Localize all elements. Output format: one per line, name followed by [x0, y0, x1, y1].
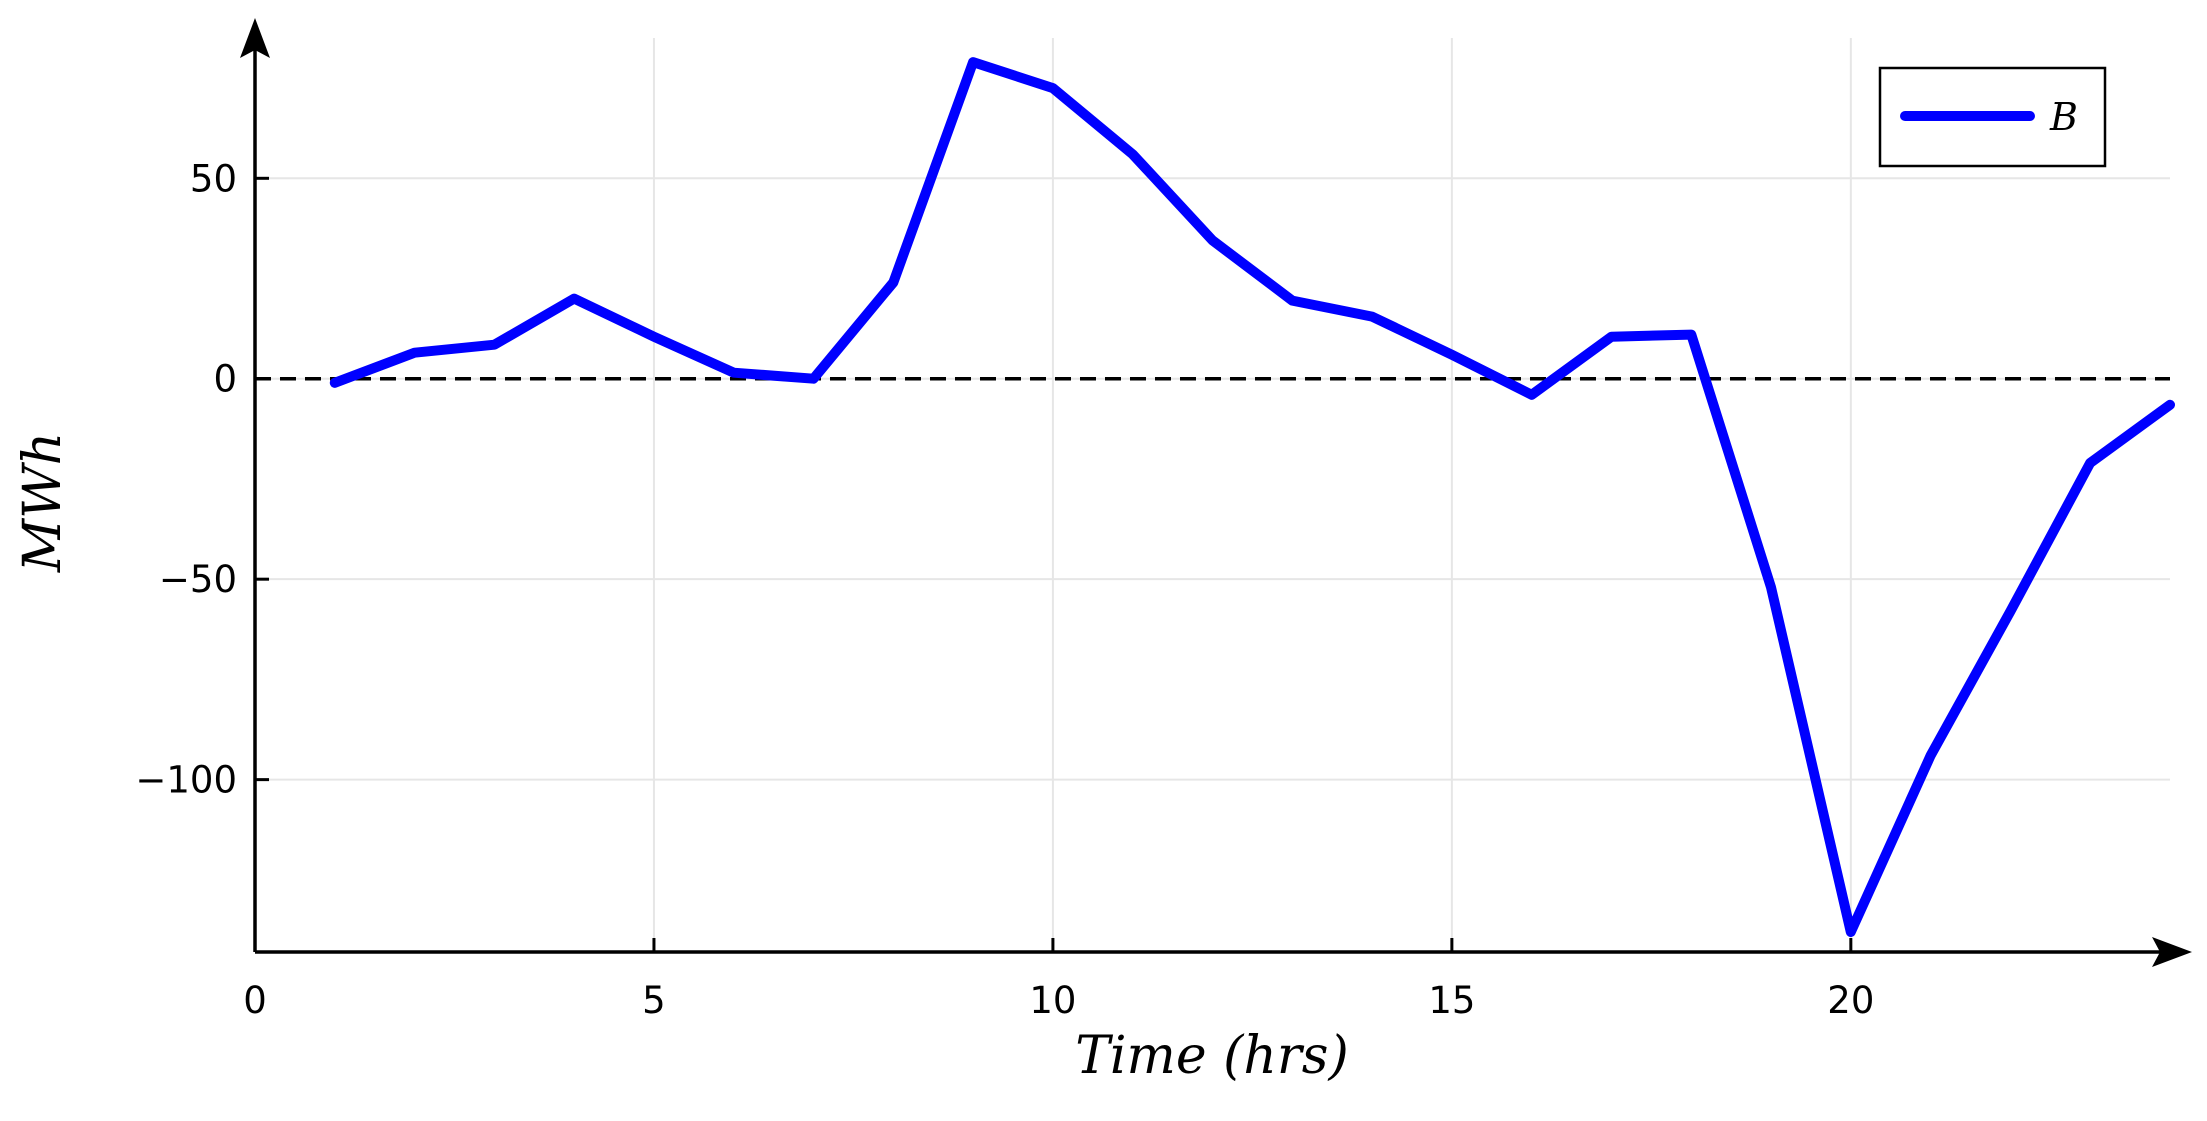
data-point: [892, 282, 894, 284]
tick-labels: 0 5 10 15 20 50 0 −50 −100: [135, 157, 1874, 1022]
series-line-b: [329, 57, 2175, 937]
data-point: [1371, 316, 1373, 318]
data-point: [1132, 153, 1134, 155]
data-point: [1052, 87, 1054, 89]
data-point: [2009, 610, 2011, 612]
data-point: [1610, 336, 1612, 338]
data-point: [653, 336, 655, 338]
data-point: [1690, 334, 1692, 336]
data-point: [1770, 586, 1772, 588]
series-layer: [329, 57, 2175, 937]
x-tick-label: 10: [1029, 979, 1076, 1022]
data-point: [2169, 404, 2171, 406]
data-point: [493, 344, 495, 346]
y-axis-arrow: [240, 18, 270, 58]
x-tick-label: 0: [243, 979, 267, 1022]
x-axis-title: Time (hrs): [1075, 1026, 1349, 1086]
data-point: [972, 61, 974, 63]
data-point: [1212, 239, 1213, 241]
grid: [255, 38, 2170, 952]
data-point: [1291, 300, 1293, 302]
data-point: [813, 378, 815, 380]
data-point: [334, 382, 336, 384]
data-point: [414, 352, 416, 354]
y-tick-label: −50: [159, 558, 237, 601]
legend: B: [1878, 66, 2107, 168]
x-tick-label: 20: [1827, 979, 1874, 1022]
x-axis-arrow: [2152, 937, 2192, 967]
y-tick-label: 0: [213, 358, 237, 401]
y-tick-label: −100: [135, 759, 237, 802]
x-tick-label: 15: [1428, 979, 1475, 1022]
data-point: [1930, 755, 1932, 757]
data-point: [573, 298, 575, 300]
data-point: [1850, 931, 1852, 933]
data-point: [1531, 394, 1533, 396]
data-point: [1451, 354, 1453, 356]
y-tick-label: 50: [190, 157, 237, 200]
data-point: [733, 372, 735, 374]
axes: [240, 18, 2192, 967]
legend-label-b: B: [2049, 95, 2078, 139]
y-axis-title: MWh: [13, 432, 73, 573]
data-point: [2089, 462, 2091, 464]
x-tick-label: 5: [642, 979, 666, 1022]
